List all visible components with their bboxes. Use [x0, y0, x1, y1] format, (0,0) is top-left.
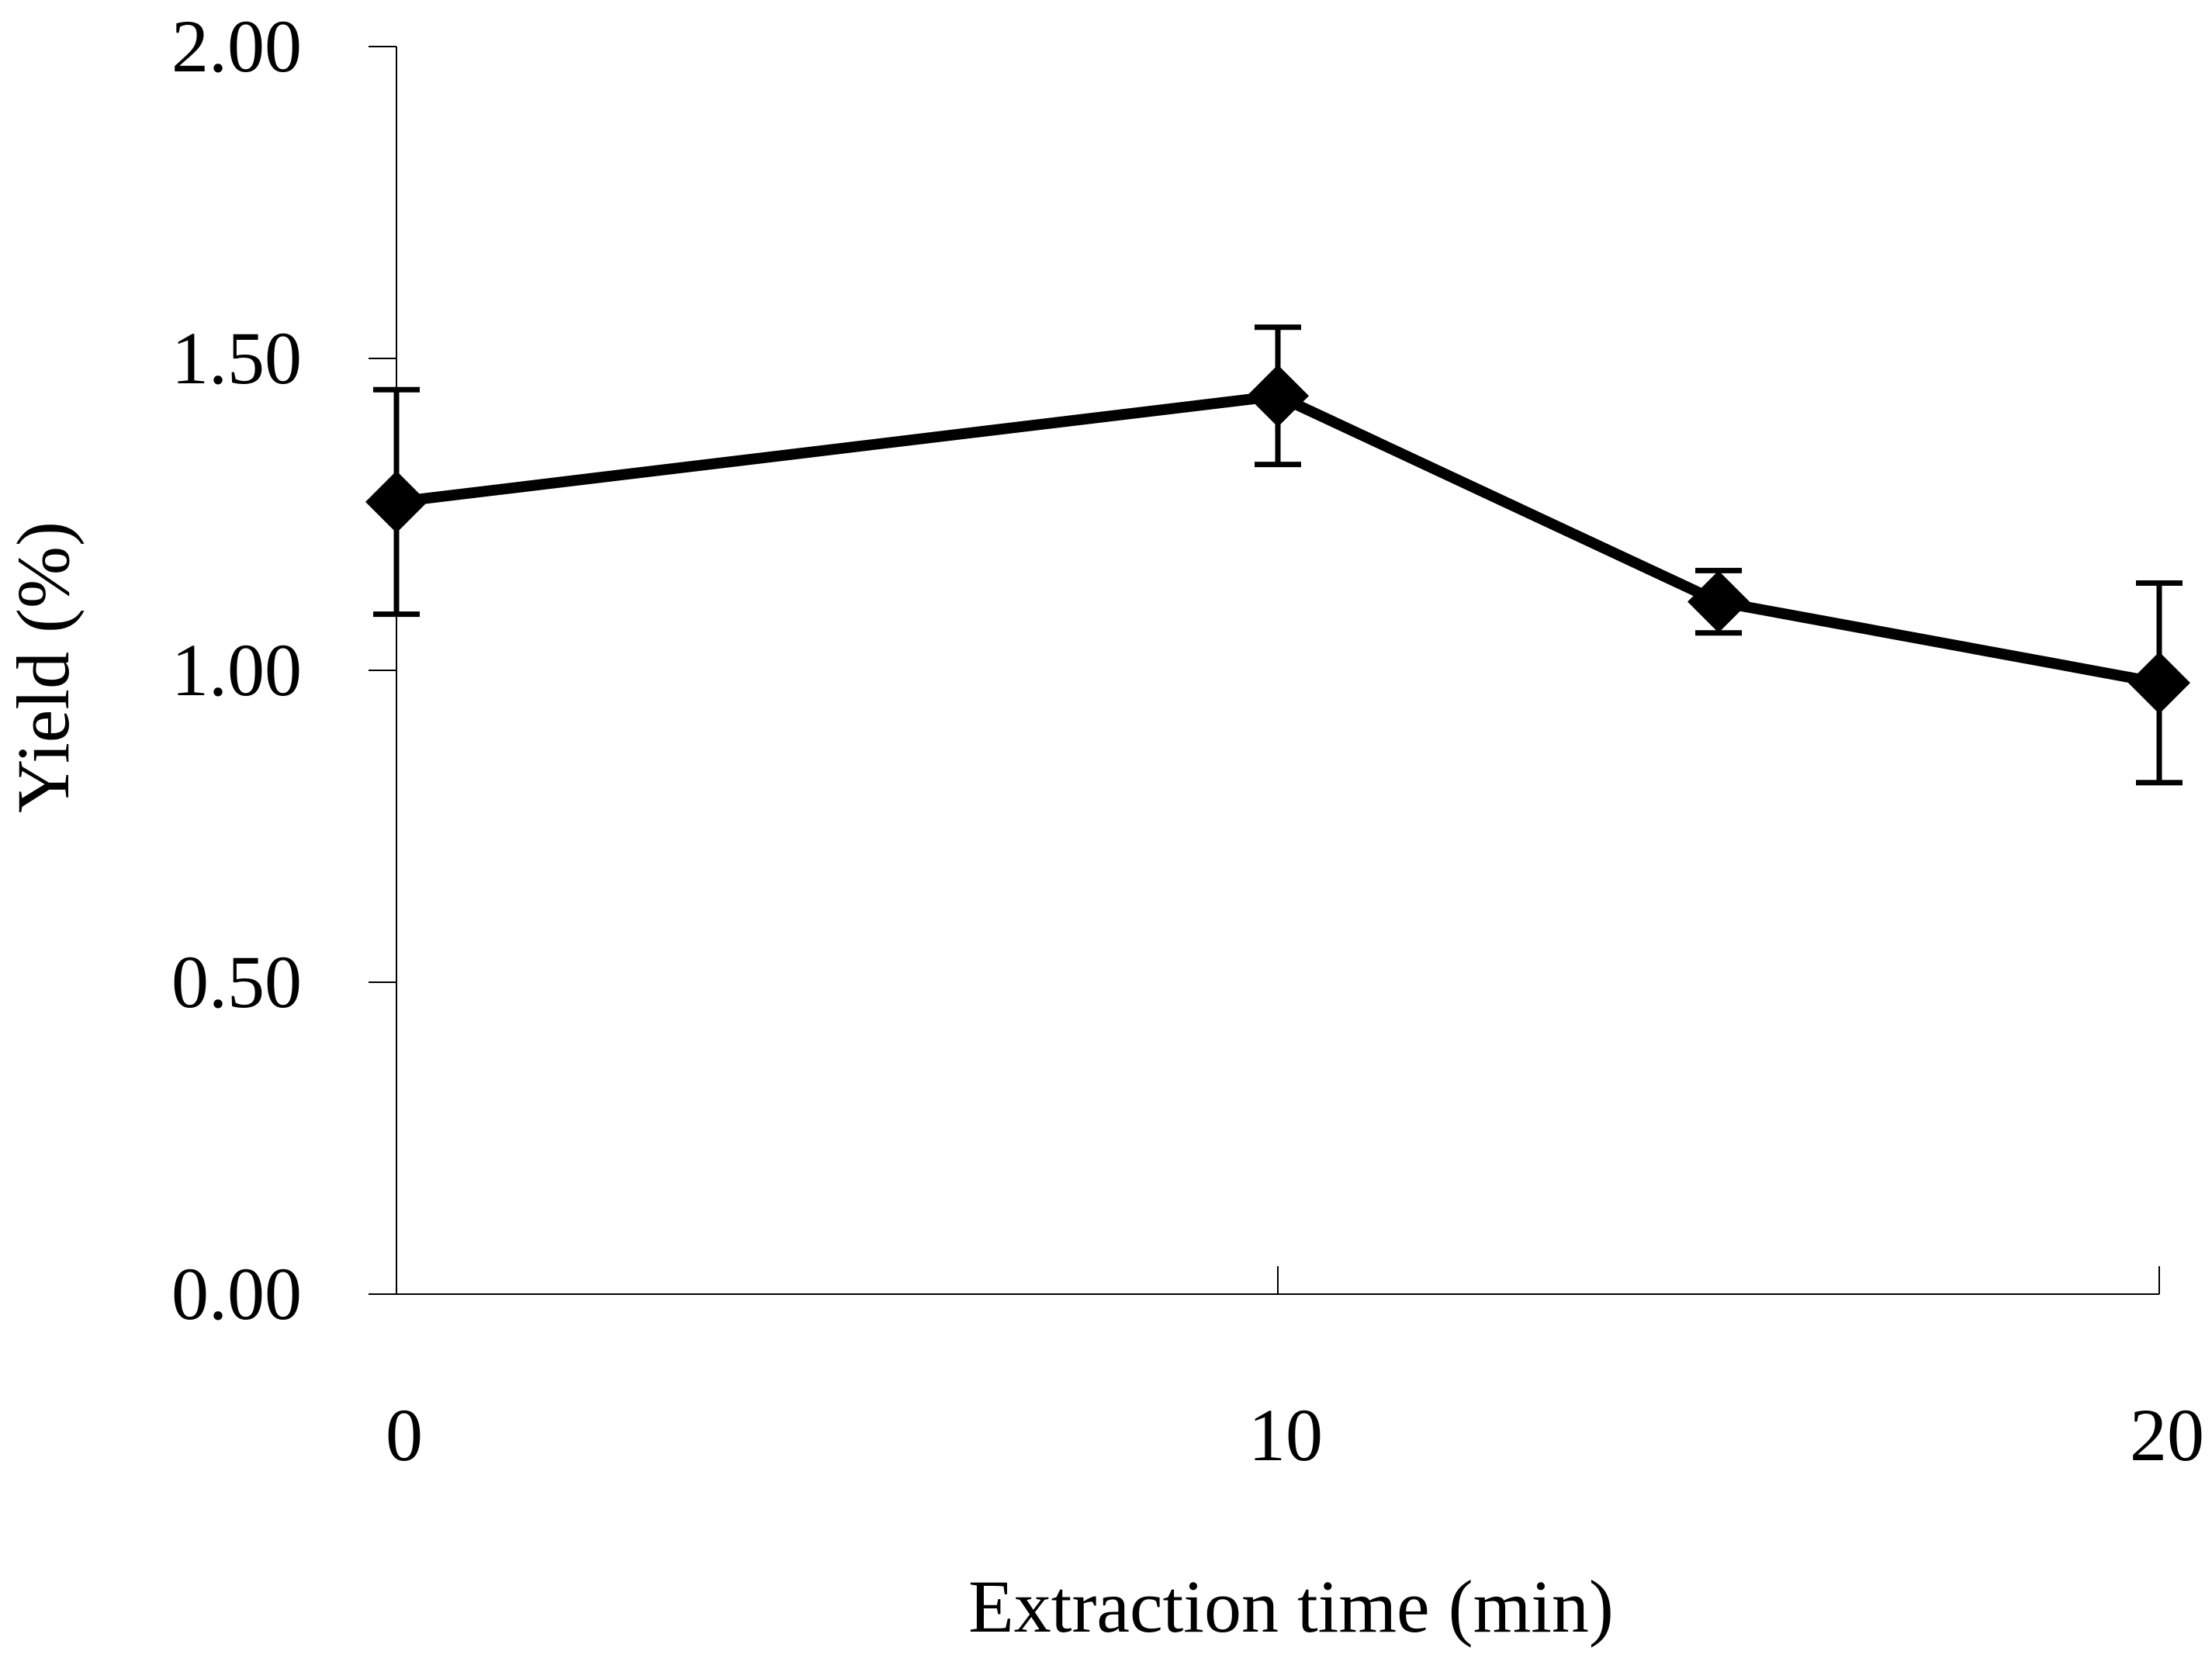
x-axis-title: Extraction time (min) — [968, 1565, 1614, 1648]
series-line — [396, 390, 2161, 688]
x-tick-label: 20 — [2130, 1393, 2204, 1476]
data-point-marker — [365, 470, 428, 533]
y-tick-label: 2.00 — [171, 5, 302, 88]
x-tick-label: 0 — [386, 1393, 423, 1476]
data-point-marker — [2128, 652, 2190, 715]
y-tick-label: 1.00 — [171, 628, 302, 711]
y-ticks: 0.00 0.50 1.00 1.50 2.00 — [171, 5, 396, 1335]
y-tick-label: 0.50 — [171, 940, 302, 1023]
y-axis-title: Yield (%) — [2, 521, 85, 813]
data-point-marker — [1247, 365, 1309, 428]
y-tick-label: 0.00 — [171, 1252, 302, 1335]
axes — [396, 47, 2159, 1295]
series-layer — [365, 324, 2190, 786]
x-ticks: 0 10 20 — [386, 1266, 2204, 1476]
x-tick-label: 10 — [1248, 1393, 1323, 1476]
y-tick-label: 1.50 — [171, 317, 302, 400]
data-point-marker — [1688, 570, 1750, 633]
